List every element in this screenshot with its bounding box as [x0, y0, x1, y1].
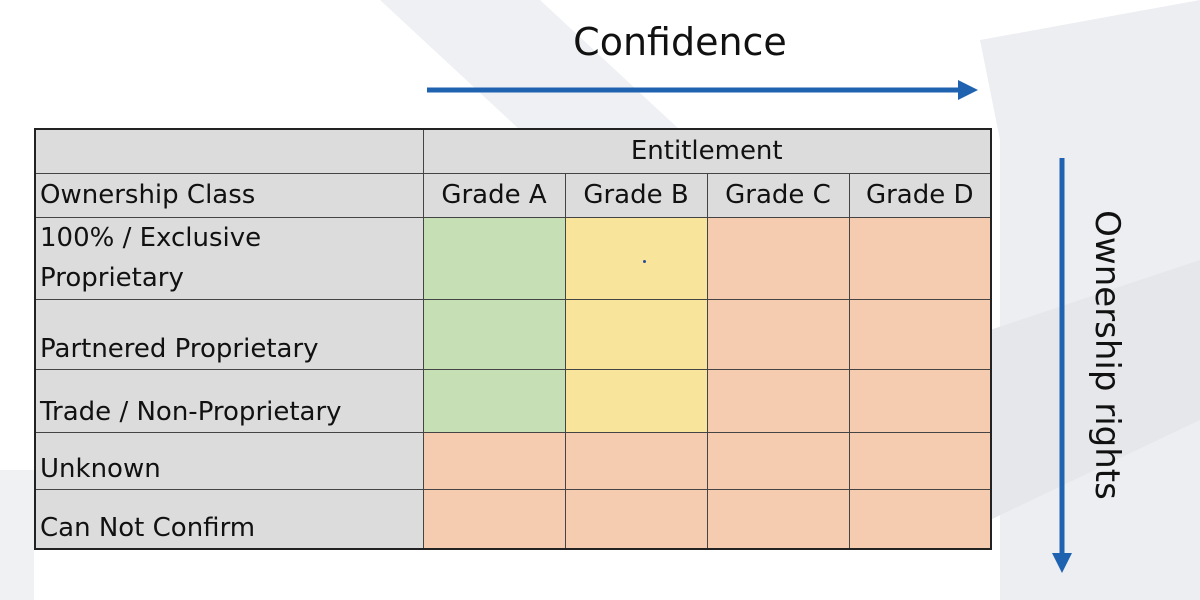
- cell-exclusive-grade-d: [848, 216, 992, 300]
- cell-trade-grade-a: [422, 368, 566, 433]
- cell-unknown-grade-d: [848, 431, 992, 490]
- row-label-line: Proprietary: [40, 263, 184, 293]
- table-row: Partnered Proprietary: [34, 298, 992, 370]
- cell-cannot-grade-d: [848, 488, 992, 550]
- table-row: Unknown: [34, 431, 992, 490]
- ownership-rights-arrow: [1052, 158, 1072, 573]
- group-header-row: Entitlement: [34, 128, 992, 174]
- cell-cannot-grade-a: [422, 488, 566, 550]
- ownership-rights-label: Ownership rights: [1087, 210, 1127, 500]
- table-row: 100% / Exclusive Proprietary: [34, 216, 992, 300]
- row-label-exclusive-proprietary: 100% / Exclusive Proprietary: [34, 216, 424, 300]
- grade-a-header: Grade A: [422, 172, 566, 218]
- cell-unknown-grade-c: [706, 431, 850, 490]
- grade-c-header: Grade C: [706, 172, 850, 218]
- cell-cannot-grade-b: [564, 488, 708, 550]
- table-row: Trade / Non-Proprietary: [34, 368, 992, 433]
- cell-trade-grade-d: [848, 368, 992, 433]
- cell-partnered-grade-a: [422, 298, 566, 370]
- cell-trade-grade-c: [706, 368, 850, 433]
- confidence-arrow: [427, 80, 978, 100]
- cell-partnered-grade-b: [564, 298, 708, 370]
- table-row: Can Not Confirm: [34, 488, 992, 550]
- cell-exclusive-grade-a: [422, 216, 566, 300]
- grade-b-header: Grade B: [564, 172, 708, 218]
- cell-unknown-grade-b: [564, 431, 708, 490]
- ownership-entitlement-matrix: Entitlement Ownership Class Grade A Grad…: [34, 128, 992, 550]
- row-label-partnered-proprietary: Partnered Proprietary: [34, 298, 424, 370]
- confidence-label: Confidence: [573, 20, 787, 64]
- dot-mark: [642, 259, 646, 263]
- cell-partnered-grade-d: [848, 298, 992, 370]
- blank-corner-cell: [34, 128, 424, 174]
- cell-unknown-grade-a: [422, 431, 566, 490]
- row-label-unknown: Unknown: [34, 431, 424, 490]
- cell-trade-grade-b: [564, 368, 708, 433]
- grade-d-header: Grade D: [848, 172, 992, 218]
- cell-exclusive-grade-c: [706, 216, 850, 300]
- cell-partnered-grade-c: [706, 298, 850, 370]
- cell-exclusive-grade-b: [564, 216, 708, 300]
- row-label-trade-non-proprietary: Trade / Non-Proprietary: [34, 368, 424, 433]
- entitlement-header: Entitlement: [422, 128, 992, 174]
- cell-cannot-grade-c: [706, 488, 850, 550]
- column-header-row: Ownership Class Grade A Grade B Grade C …: [34, 172, 992, 218]
- ownership-class-header: Ownership Class: [34, 172, 424, 218]
- row-label-line: 100% / Exclusive: [40, 223, 262, 253]
- row-label-can-not-confirm: Can Not Confirm: [34, 488, 424, 550]
